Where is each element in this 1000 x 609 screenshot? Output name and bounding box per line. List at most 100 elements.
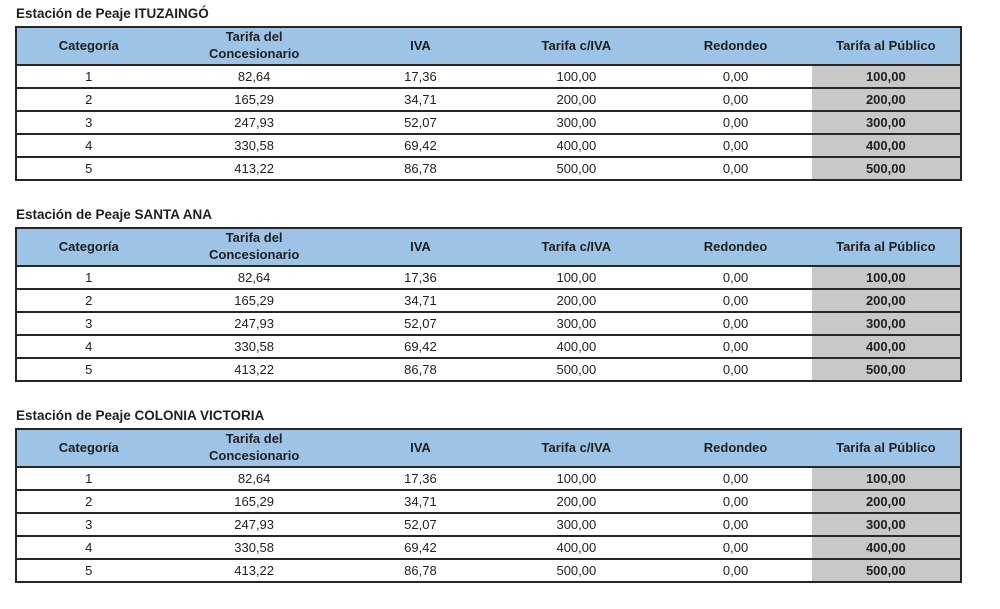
value-cell: 500,00 <box>493 358 660 382</box>
column-header: Redondeo <box>659 429 812 468</box>
value-cell: 200,00 <box>493 289 660 313</box>
column-header: Tarifa del Concesionario <box>160 228 348 267</box>
table-row: 3 247,93 52,07 300,00 0,00 300,00 <box>16 312 961 336</box>
column-header: Tarifa c/IVA <box>493 228 660 267</box>
column-header: Tarifa del Concesionario <box>160 27 348 66</box>
value-cell: 330,58 <box>160 536 348 560</box>
value-cell: 400,00 <box>811 536 961 560</box>
value-cell: 34,71 <box>347 289 494 313</box>
category-cell: 4 <box>16 335 161 359</box>
value-cell: 17,36 <box>347 467 494 491</box>
value-cell: 300,00 <box>493 111 660 135</box>
value-cell: 247,93 <box>160 111 348 135</box>
value-cell: 0,00 <box>659 513 812 537</box>
value-cell: 165,29 <box>160 88 348 112</box>
category-cell: 4 <box>16 536 161 560</box>
value-cell: 0,00 <box>659 490 812 514</box>
value-cell: 100,00 <box>811 467 961 491</box>
value-cell: 413,22 <box>160 559 348 583</box>
toll-tariff-table: Categoría Tarifa del Concesionario IVA Tari… <box>15 227 962 382</box>
column-header: Tarifa al Público <box>811 228 961 267</box>
toll-tariff-table: Categoría Tarifa del Concesionario IVA Tari… <box>15 26 962 181</box>
value-cell: 82,64 <box>160 467 348 491</box>
station-section: Estación de Peaje ITUZAINGÓ Categoría Tar… <box>15 6 1000 181</box>
value-cell: 17,36 <box>347 65 494 89</box>
value-cell: 500,00 <box>811 559 961 583</box>
value-cell: 200,00 <box>811 88 961 112</box>
table-row: 3 247,93 52,07 300,00 0,00 300,00 <box>16 111 961 135</box>
column-header: Tarifa del Concesionario <box>160 429 348 468</box>
value-cell: 100,00 <box>493 467 660 491</box>
column-header: IVA <box>347 27 494 66</box>
value-cell: 400,00 <box>493 335 660 359</box>
column-header: Tarifa al Público <box>811 27 961 66</box>
header-row: Categoría Tarifa del Concesionario IVA Tari… <box>16 27 961 66</box>
table-row: 4 330,58 69,42 400,00 0,00 400,00 <box>16 536 961 560</box>
station-title: Estación de Peaje ITUZAINGÓ <box>16 6 209 21</box>
column-header: Tarifa al Público <box>811 429 961 468</box>
category-cell: 2 <box>16 88 161 112</box>
value-cell: 500,00 <box>811 358 961 382</box>
value-cell: 413,22 <box>160 358 348 382</box>
value-cell: 247,93 <box>160 513 348 537</box>
category-cell: 5 <box>16 559 161 583</box>
value-cell: 165,29 <box>160 289 348 313</box>
column-header: IVA <box>347 429 494 468</box>
value-cell: 400,00 <box>811 335 961 359</box>
value-cell: 100,00 <box>493 266 660 290</box>
category-cell: 1 <box>16 65 161 89</box>
value-cell: 69,42 <box>347 335 494 359</box>
value-cell: 0,00 <box>659 312 812 336</box>
value-cell: 0,00 <box>659 289 812 313</box>
value-cell: 0,00 <box>659 111 812 135</box>
value-cell: 52,07 <box>347 513 494 537</box>
column-header: Tarifa c/IVA <box>493 27 660 66</box>
category-cell: 1 <box>16 467 161 491</box>
value-cell: 0,00 <box>659 467 812 491</box>
value-cell: 0,00 <box>659 134 812 158</box>
category-cell: 3 <box>16 312 161 336</box>
table-row: 3 247,93 52,07 300,00 0,00 300,00 <box>16 513 961 537</box>
category-cell: 3 <box>16 111 161 135</box>
value-cell: 0,00 <box>659 536 812 560</box>
value-cell: 0,00 <box>659 335 812 359</box>
column-header: IVA <box>347 228 494 267</box>
table-row: 2 165,29 34,71 200,00 0,00 200,00 <box>16 289 961 313</box>
value-cell: 34,71 <box>347 490 494 514</box>
value-cell: 330,58 <box>160 335 348 359</box>
value-cell: 300,00 <box>811 312 961 336</box>
value-cell: 86,78 <box>347 358 494 382</box>
value-cell: 400,00 <box>493 536 660 560</box>
value-cell: 82,64 <box>160 65 348 89</box>
column-header: Categoría <box>16 27 161 66</box>
category-cell: 2 <box>16 490 161 514</box>
category-cell: 4 <box>16 134 161 158</box>
value-cell: 100,00 <box>811 266 961 290</box>
toll-tariff-document: Estación de Peaje ITUZAINGÓ Categoría Tar… <box>15 6 1000 583</box>
value-cell: 69,42 <box>347 134 494 158</box>
value-cell: 500,00 <box>493 157 660 181</box>
value-cell: 0,00 <box>659 266 812 290</box>
value-cell: 300,00 <box>493 312 660 336</box>
table-row: 1 82,64 17,36 100,00 0,00 100,00 <box>16 65 961 89</box>
value-cell: 413,22 <box>160 157 348 181</box>
station-section: Estación de Peaje SANTA ANA Categoría Tar… <box>15 207 1000 382</box>
value-cell: 200,00 <box>811 289 961 313</box>
value-cell: 247,93 <box>160 312 348 336</box>
column-header: Redondeo <box>659 27 812 66</box>
value-cell: 0,00 <box>659 88 812 112</box>
table-row: 1 82,64 17,36 100,00 0,00 100,00 <box>16 266 961 290</box>
value-cell: 0,00 <box>659 65 812 89</box>
value-cell: 200,00 <box>493 88 660 112</box>
value-cell: 400,00 <box>493 134 660 158</box>
value-cell: 86,78 <box>347 559 494 583</box>
value-cell: 52,07 <box>347 312 494 336</box>
category-cell: 2 <box>16 289 161 313</box>
value-cell: 17,36 <box>347 266 494 290</box>
value-cell: 100,00 <box>811 65 961 89</box>
value-cell: 86,78 <box>347 157 494 181</box>
table-row: 2 165,29 34,71 200,00 0,00 200,00 <box>16 88 961 112</box>
station-section: Estación de Peaje COLONIA VICTORIA Categ… <box>15 408 1000 583</box>
value-cell: 400,00 <box>811 134 961 158</box>
category-cell: 5 <box>16 358 161 382</box>
